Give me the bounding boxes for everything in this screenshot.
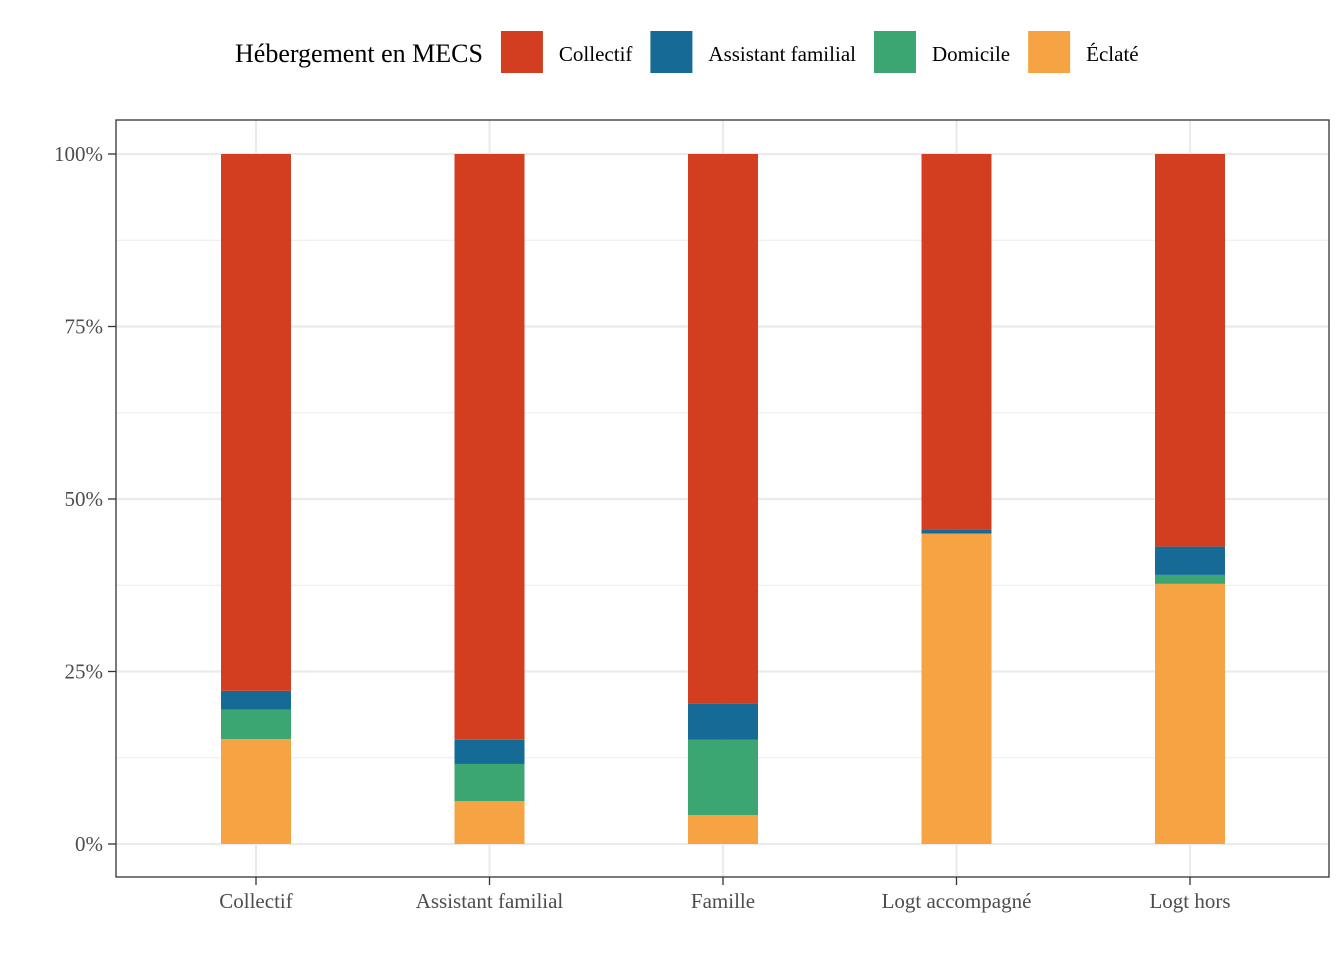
bar-segment-famille-assistant-familial [688, 703, 758, 740]
bars [221, 154, 1225, 844]
bar-segment-collectif-assistant-familial [221, 690, 291, 710]
legend-label-assistant-familial: Assistant familial [708, 42, 856, 66]
x-tick-label-logt-hors: Logt hors [1149, 889, 1230, 913]
bar-segment-famille-eclate [688, 815, 758, 844]
bar-segment-logt-accompagne-assistant-familial [921, 529, 992, 534]
y-tick-label: 0% [75, 832, 103, 856]
legend-label-eclate: Éclaté [1086, 42, 1138, 66]
legend-key-assistant-familial [650, 31, 693, 73]
y-axis: 0% 25% 50% 75% 100% [54, 142, 116, 856]
bar-segment-logt-accompagne-eclate [921, 533, 992, 844]
bar-segment-assistant-familial-assistant-familial [454, 739, 525, 764]
x-tick-label-assistant-familial: Assistant familial [416, 889, 564, 913]
bar-segment-assistant-familial-collectif [454, 154, 525, 740]
legend-title: Hébergement en MECS [235, 39, 483, 68]
y-tick-label: 50% [65, 487, 104, 511]
y-tick-label: 75% [65, 315, 104, 339]
legend-label-collectif: Collectif [559, 42, 632, 66]
bar-segment-assistant-familial-domicile [454, 763, 525, 802]
x-tick-label-famille: Famille [691, 889, 755, 913]
bar-segment-collectif-domicile [221, 709, 291, 740]
legend-key-domicile [873, 31, 916, 73]
x-tick-label-collectif: Collectif [219, 889, 292, 913]
legend: Hébergement en MECS Collectif Assistant f… [235, 31, 1139, 73]
bar-segment-logt-hors-domicile [1155, 574, 1225, 584]
x-axis: Collectif Assistant familial Famille Logt a… [219, 877, 1231, 913]
legend-key-eclate [1028, 31, 1071, 73]
y-tick-label: 25% [65, 660, 104, 684]
x-tick-label-logt-accompagne: Logt accompagné [882, 889, 1032, 913]
bar-segment-logt-hors-eclate [1155, 583, 1225, 844]
legend-key-collectif [500, 31, 543, 73]
bar-segment-famille-domicile [688, 739, 758, 816]
bar-segment-assistant-familial-eclate [454, 801, 525, 844]
bar-segment-famille-collectif [688, 154, 758, 704]
y-tick-label: 100% [54, 142, 103, 166]
bar-segment-logt-accompagne-collectif [921, 154, 992, 530]
legend-label-domicile: Domicile [932, 42, 1010, 66]
bar-segment-logt-hors-collectif [1155, 154, 1225, 547]
bar-segment-collectif-collectif [221, 154, 291, 691]
bar-segment-logt-hors-assistant-familial [1155, 546, 1225, 575]
bar-segment-collectif-eclate [221, 739, 291, 844]
